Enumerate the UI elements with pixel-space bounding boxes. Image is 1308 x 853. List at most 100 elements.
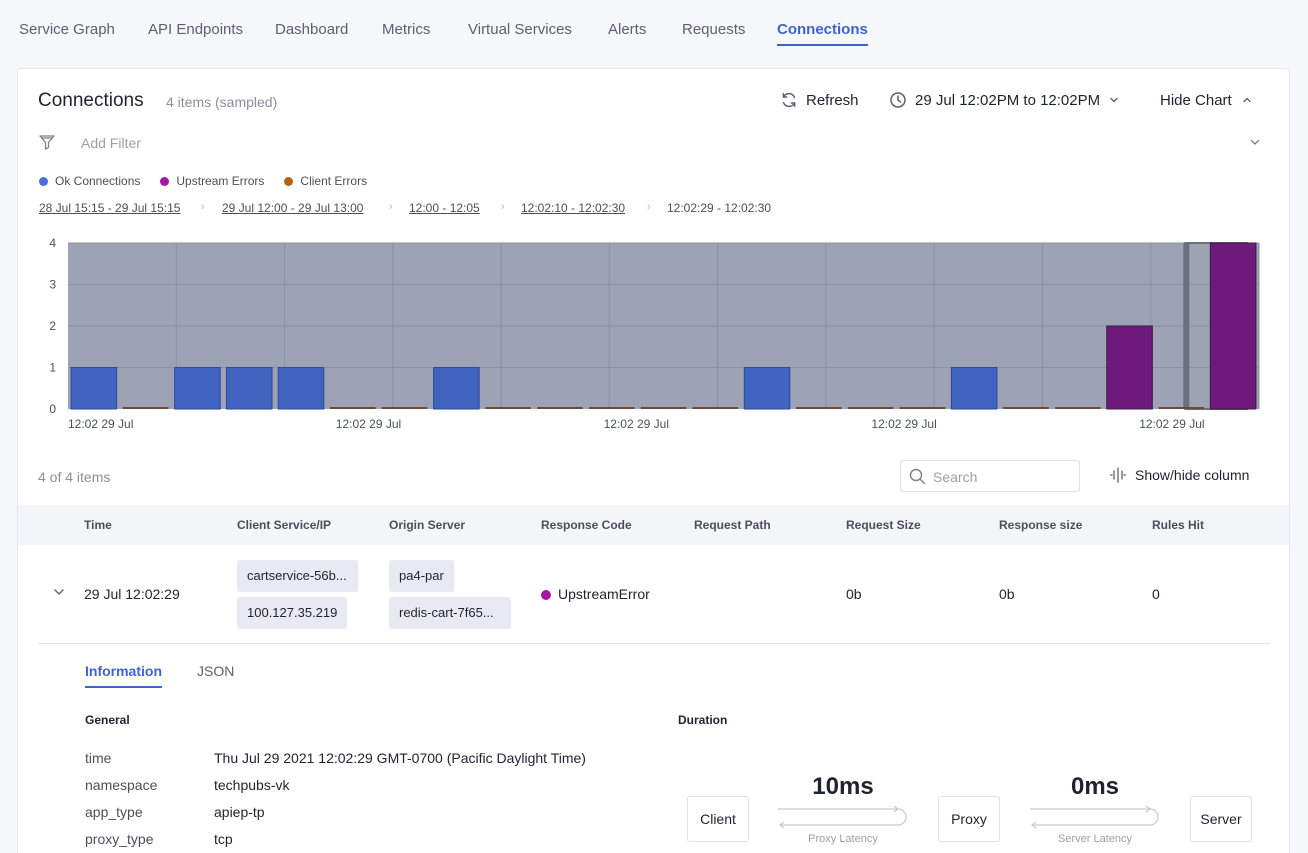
response-size-cell: 0b — [999, 586, 1015, 602]
chevron-down-icon[interactable] — [1248, 135, 1262, 149]
breadcrumb-item[interactable]: 12:00 - 12:05 — [409, 201, 480, 215]
bar-empty — [899, 407, 946, 409]
items-count: 4 of 4 items — [38, 469, 111, 485]
column-rules-hit[interactable]: Rules Hit — [1152, 518, 1205, 532]
response-code-cell: UpstreamError — [541, 586, 650, 602]
chevron-down-icon[interactable] — [52, 585, 66, 599]
column-client-service[interactable]: Client Service/IP — [237, 518, 332, 532]
column-response-size[interactable]: Response size — [999, 518, 1083, 532]
server-latency-arrows — [1030, 805, 1159, 829]
field-key: namespace — [85, 777, 158, 793]
column-response-code[interactable]: Response Code — [541, 518, 632, 532]
general-section-title: General — [85, 713, 130, 727]
top-nav: Service Graph API Endpoints Dashboard Me… — [0, 0, 1308, 60]
bar-ok-connections — [950, 367, 998, 410]
column-request-path[interactable]: Request Path — [694, 518, 771, 532]
breadcrumb-item[interactable]: 29 Jul 12:00 - 29 Jul 13:00 — [222, 201, 364, 215]
proxy-latency-arrows — [778, 805, 907, 829]
proxy-latency-label: Proxy Latency — [808, 833, 878, 845]
bar-empty — [485, 407, 531, 409]
tab-metrics[interactable]: Metrics — [382, 21, 431, 38]
tab-api-endpoints[interactable]: API Endpoints — [148, 21, 244, 38]
items-sampled-count: 4 items (sampled) — [166, 94, 278, 110]
client-ip-chip[interactable]: 100.127.35.219 — [237, 597, 348, 629]
show-hide-label: Show/hide column — [1135, 467, 1250, 483]
bar-upstream-errors — [1106, 325, 1153, 410]
request-size-cell: 0b — [846, 586, 862, 602]
field-value: apiep-tp — [214, 804, 265, 820]
row-divider — [38, 643, 1270, 644]
time-range-picker[interactable]: 29 Jul 12:02PM to 12:02PM — [889, 89, 1120, 111]
field-value: techpubs-vk — [214, 777, 290, 793]
tab-json[interactable]: JSON — [197, 663, 235, 679]
hide-chart-label: Hide Chart — [1160, 91, 1232, 109]
refresh-label: Refresh — [806, 91, 859, 109]
chart-legend: Ok Connections Upstream Errors Client Er… — [39, 174, 367, 188]
legend-dot — [160, 176, 170, 186]
column-request-size[interactable]: Request Size — [846, 518, 921, 532]
search-field[interactable] — [900, 460, 1080, 492]
legend-ok-connections[interactable]: Ok Connections — [39, 174, 140, 188]
tab-information[interactable]: Information — [85, 663, 162, 688]
breadcrumb-current: 12:02:29 - 12:02:30 — [667, 201, 772, 215]
legend-label: Client Errors — [300, 174, 368, 188]
columns-icon — [1109, 467, 1127, 483]
breadcrumb-separator: › — [389, 201, 393, 213]
origin-server-chip[interactable]: pa4-par — [389, 560, 454, 592]
chevron-down-icon — [1110, 97, 1118, 103]
y-tick-label: 1 — [49, 361, 56, 375]
y-tick-label: 4 — [49, 236, 56, 250]
bar-empty — [847, 407, 894, 409]
filter-bar[interactable]: Add Filter — [38, 131, 1262, 155]
bar-empty — [537, 407, 583, 409]
proxy-latency-value: 10ms — [812, 773, 874, 800]
hide-chart-button[interactable]: Hide Chart — [1160, 89, 1254, 111]
connections-bar-chart[interactable]: 0 1 2 3 4 12:02 29 Jul 12:02 29 Jul 12:02 29 Ju… — [18, 234, 1290, 444]
search-icon — [909, 468, 926, 485]
clock-icon — [890, 92, 906, 108]
tab-dashboard[interactable]: Dashboard — [275, 21, 349, 38]
tab-connections[interactable]: Connections — [777, 21, 868, 46]
breadcrumb-item[interactable]: 12:02:10 - 12:02:30 — [521, 201, 626, 215]
bar-ok-connections — [174, 367, 221, 410]
proxy-node: Proxy — [938, 796, 1000, 842]
bar-empty — [692, 407, 739, 409]
bar-empty — [122, 407, 169, 409]
bar-empty — [1054, 407, 1101, 409]
x-tick-label: 12:02 29 Jul — [336, 417, 401, 431]
time-range-label: 29 Jul 12:02PM to 12:02PM — [915, 91, 1101, 109]
breadcrumb-separator: › — [501, 201, 505, 213]
search-input[interactable] — [933, 467, 1073, 487]
bar-empty — [588, 407, 635, 409]
bar-ok-connections — [70, 367, 118, 410]
server-latency-value: 0ms — [1070, 773, 1120, 800]
breadcrumb-item[interactable]: 28 Jul 15:15 - 29 Jul 15:15 — [39, 201, 181, 215]
client-service-chip[interactable]: cartservice-56b... — [237, 560, 358, 592]
column-origin-server[interactable]: Origin Server — [389, 518, 466, 532]
client-node: Client — [687, 796, 749, 842]
tab-requests[interactable]: Requests — [682, 21, 746, 38]
legend-client-errors[interactable]: Client Errors — [284, 174, 367, 188]
tab-virtual-services[interactable]: Virtual Services — [468, 21, 572, 38]
bar-empty — [640, 407, 687, 409]
bar-empty — [330, 407, 376, 409]
refresh-button[interactable]: Refresh — [780, 89, 859, 111]
y-tick-label: 0 — [49, 402, 56, 416]
column-time[interactable]: Time — [84, 518, 112, 532]
x-tick-label: 12:02 29 Jul — [1139, 417, 1204, 431]
rules-hit-cell: 0 — [1152, 586, 1160, 602]
tab-alerts[interactable]: Alerts — [608, 21, 647, 38]
bar-upstream-errors — [1209, 242, 1257, 410]
show-hide-column-button[interactable]: Show/hide column — [1109, 467, 1249, 483]
response-code: UpstreamError — [558, 586, 650, 602]
origin-server-chip[interactable]: redis-cart-7f65... — [389, 597, 511, 629]
legend-label: Upstream Errors — [176, 174, 265, 188]
add-filter-placeholder[interactable]: Add Filter — [81, 135, 141, 151]
legend-upstream-errors[interactable]: Upstream Errors — [160, 174, 264, 188]
bar-ok-connections — [225, 367, 273, 410]
tab-service-graph[interactable]: Service Graph — [19, 21, 115, 38]
y-tick-label: 3 — [49, 278, 56, 292]
x-tick-label: 12:02 29 Jul — [68, 417, 133, 431]
table-header: Time Client Service/IP Origin Server Res… — [18, 505, 1289, 545]
table-row[interactable]: 29 Jul 12:02:29 cartservice-56b... 100.1… — [18, 545, 1289, 643]
